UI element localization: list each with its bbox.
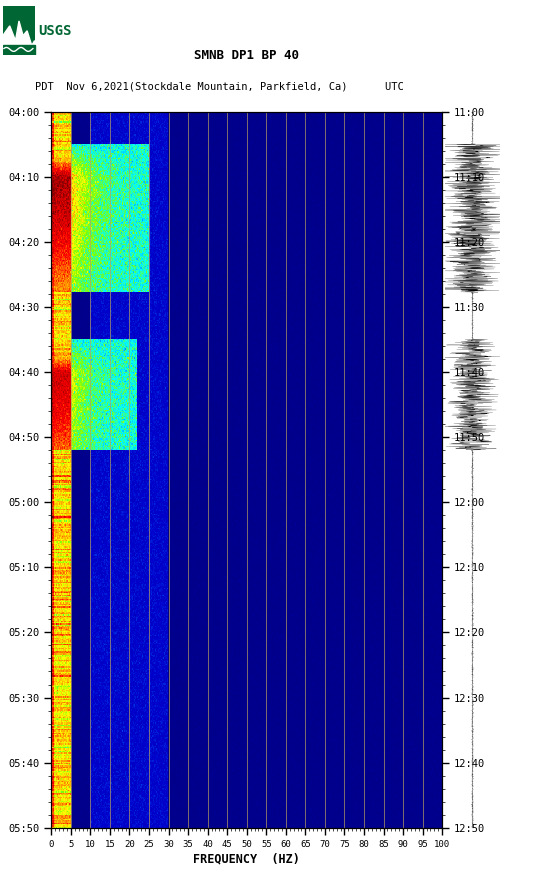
Text: SMNB DP1 BP 40: SMNB DP1 BP 40 [194,49,299,62]
Text: PDT  Nov 6,2021(Stockdale Mountain, Parkfield, Ca)      UTC: PDT Nov 6,2021(Stockdale Mountain, Parkf… [35,82,404,92]
Polygon shape [3,45,35,55]
X-axis label: FREQUENCY  (HZ): FREQUENCY (HZ) [193,853,300,866]
Text: USGS: USGS [39,24,72,37]
FancyBboxPatch shape [3,6,35,55]
Polygon shape [3,21,35,55]
